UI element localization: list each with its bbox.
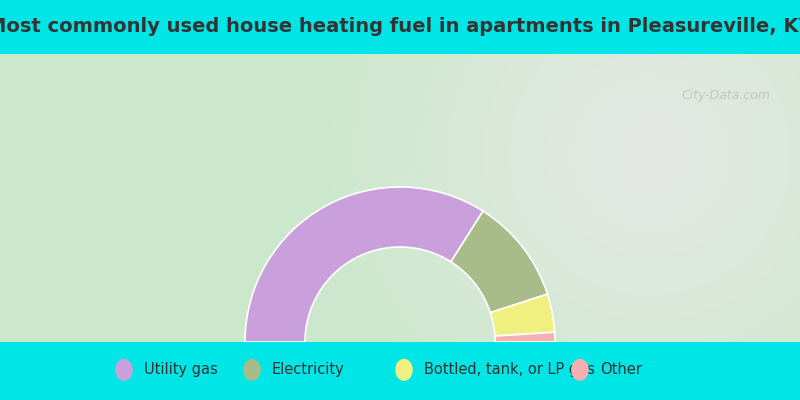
Wedge shape: [245, 187, 483, 342]
Text: Other: Other: [600, 362, 642, 377]
Text: Bottled, tank, or LP gas: Bottled, tank, or LP gas: [424, 362, 595, 377]
Ellipse shape: [395, 359, 413, 381]
Text: Utility gas: Utility gas: [144, 362, 218, 377]
Wedge shape: [495, 332, 555, 342]
Ellipse shape: [571, 359, 589, 381]
Text: City-Data.com: City-Data.com: [681, 88, 770, 102]
Text: Most commonly used house heating fuel in apartments in Pleasureville, KY: Most commonly used house heating fuel in…: [0, 18, 800, 36]
Wedge shape: [490, 294, 554, 336]
Ellipse shape: [243, 359, 261, 381]
Text: Electricity: Electricity: [272, 362, 345, 377]
Ellipse shape: [115, 359, 133, 381]
Wedge shape: [451, 211, 547, 313]
